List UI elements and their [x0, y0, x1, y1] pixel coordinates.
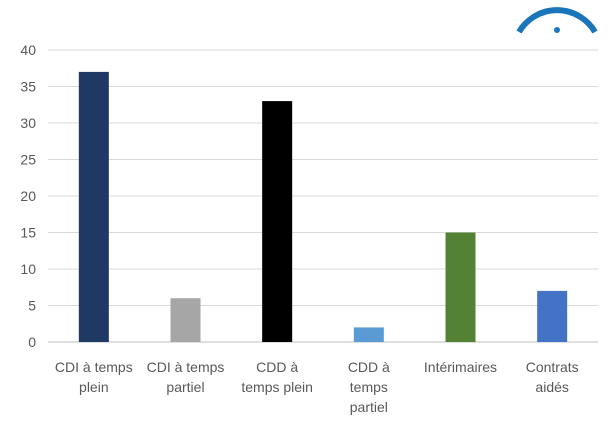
y-tick-label: 25: [20, 152, 36, 168]
bar: [78, 71, 109, 343]
x-tick-label: CDD à temps partiel: [348, 359, 390, 415]
bar: [262, 101, 293, 342]
y-tick-label: 10: [20, 261, 36, 277]
x-tick-label: CDI à temps partiel: [147, 359, 225, 395]
y-tick-label: 30: [20, 115, 36, 131]
bar: [445, 232, 476, 342]
y-tick-label: 35: [20, 79, 36, 95]
y-tick-label: 15: [20, 225, 36, 241]
y-tick-label: 5: [28, 298, 36, 314]
y-tick-label: 40: [20, 42, 36, 58]
circle-arc-logo-icon: [516, 7, 598, 34]
bar: [537, 290, 568, 342]
y-axis-ticks: 0 5 10 15 20 25 30 35 40: [20, 42, 36, 350]
gridlines: [48, 49, 598, 343]
x-tick-label: CDI à temps plein: [55, 359, 133, 395]
bars: [78, 71, 568, 343]
bar: [353, 327, 384, 342]
x-tick-label: CDD à temps plein: [241, 359, 313, 395]
bar: [170, 298, 201, 342]
y-tick-label: 20: [20, 188, 36, 204]
x-tick-label: Intérimaires: [424, 359, 497, 375]
y-tick-label: 0: [28, 334, 36, 350]
x-tick-label: Contrats aidés: [526, 359, 579, 395]
